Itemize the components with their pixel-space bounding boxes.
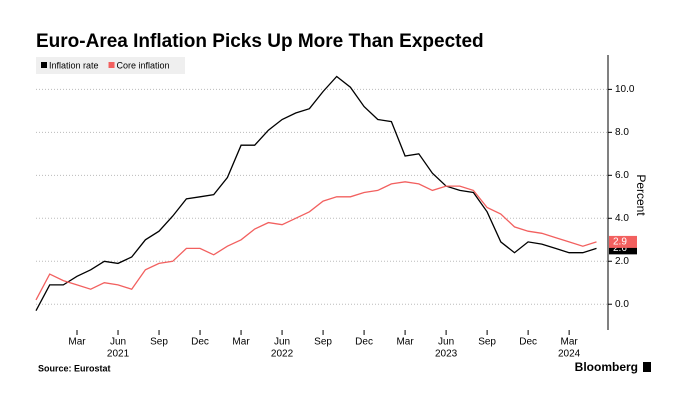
- x-tick-label: Dec: [191, 337, 209, 348]
- x-tick-label: Sep: [150, 337, 168, 348]
- source: Source: Eurostat: [38, 363, 111, 373]
- y-tick-label: 2.0: [615, 256, 629, 267]
- x-tick-label: Sep: [314, 337, 332, 348]
- brand: Bloomberg: [575, 360, 638, 374]
- x-tick-label: Jun: [274, 337, 290, 348]
- chart-title: Euro-Area Inflation Picks Up More Than E…: [36, 31, 484, 52]
- x-tick-label: Jun: [438, 337, 454, 348]
- series-line: [35, 181, 597, 301]
- legend-swatch: [41, 62, 47, 68]
- x-tick-label: Mar: [232, 337, 250, 348]
- x-tick-label: Jun: [110, 337, 126, 348]
- y-tick-label: 0.0: [615, 299, 629, 310]
- x-year-label: 2021: [107, 349, 130, 360]
- x-year-label: 2022: [271, 349, 294, 360]
- y-tick-label: 8.0: [615, 127, 629, 138]
- legend-label: Inflation rate: [49, 60, 99, 70]
- y-axis-label: Percent: [634, 174, 648, 216]
- brand-icon: [643, 362, 651, 372]
- x-tick-label: Dec: [355, 337, 373, 348]
- series-line: [35, 75, 597, 312]
- x-tick-label: Mar: [68, 337, 86, 348]
- y-tick-label: 6.0: [615, 170, 629, 181]
- end-label: 2.9: [613, 237, 627, 248]
- x-tick-label: Mar: [396, 337, 414, 348]
- x-year-label: 2023: [435, 349, 458, 360]
- x-tick-label: Sep: [478, 337, 496, 348]
- x-tick-label: Mar: [561, 337, 579, 348]
- x-tick-label: Dec: [519, 337, 537, 348]
- x-year-label: 2024: [558, 349, 581, 360]
- end-label-box: [609, 235, 637, 248]
- legend-swatch: [108, 62, 115, 68]
- end-label: 2.6: [613, 243, 627, 254]
- legend-label: Core inflation: [117, 60, 170, 70]
- y-tick-label: 10.0: [615, 84, 635, 95]
- y-tick-label: 4.0: [615, 213, 629, 224]
